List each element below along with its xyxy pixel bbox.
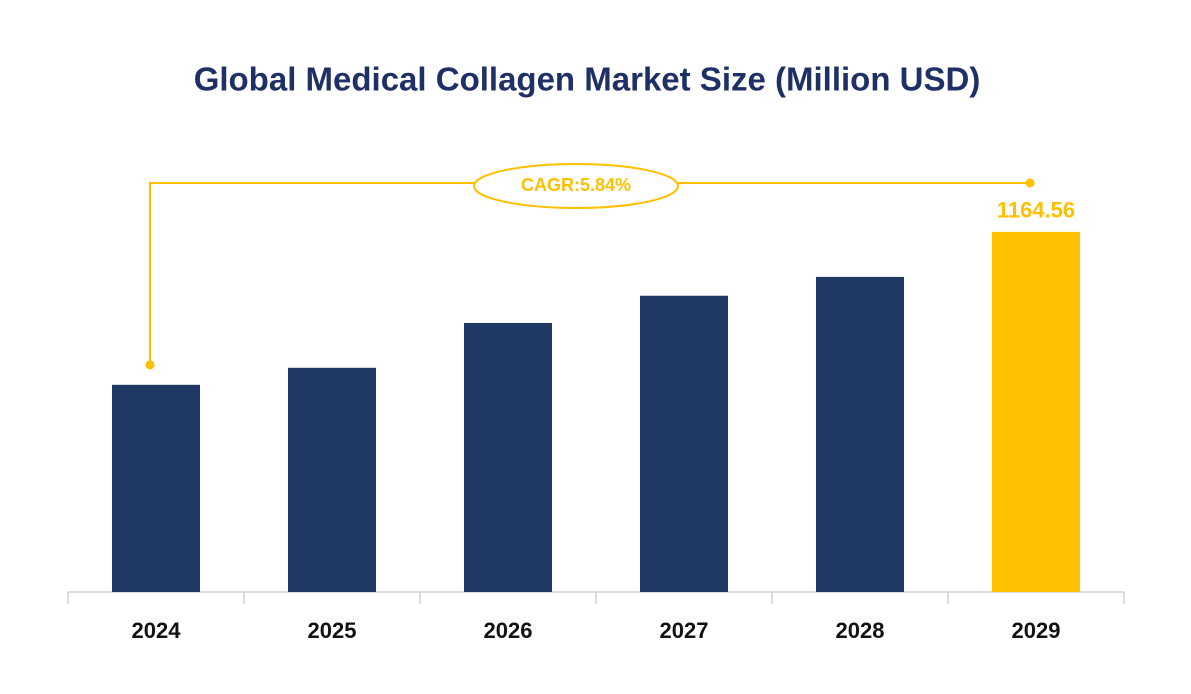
x-tick-label: 2026 <box>484 618 533 643</box>
bar <box>992 231 1080 593</box>
x-tick-label: 2024 <box>132 618 182 643</box>
chart-title: Global Medical Collagen Market Size (Mil… <box>194 61 981 98</box>
x-tick-label: 2028 <box>836 618 885 643</box>
cagr-badge <box>473 163 679 209</box>
x-tick-label: 2025 <box>308 618 357 643</box>
bar <box>464 322 552 592</box>
bar <box>288 367 376 592</box>
cagr-line <box>149 182 1030 365</box>
cagr-dot <box>1025 178 1035 188</box>
cagr-label: CAGR:5.84% <box>521 175 631 195</box>
bar <box>816 276 904 592</box>
x-tick-label: 2027 <box>660 618 709 643</box>
bar <box>640 295 728 592</box>
value-label: 1164.56 <box>997 198 1075 223</box>
bar <box>112 384 200 592</box>
cagr-dot <box>145 360 155 370</box>
x-tick-label: 2029 <box>1012 618 1061 643</box>
